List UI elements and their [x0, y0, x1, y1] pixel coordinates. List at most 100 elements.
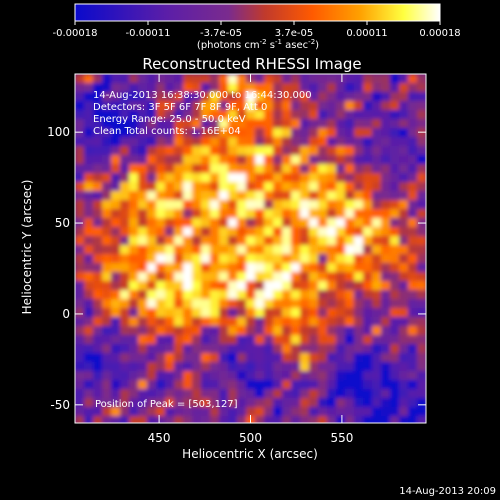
heatmap-cell	[282, 290, 292, 300]
heatmap-cell	[300, 335, 310, 345]
heatmap-cell	[138, 137, 148, 147]
heatmap-cell	[147, 380, 157, 390]
heatmap-cell	[264, 389, 274, 399]
heatmap-cell	[336, 362, 346, 372]
heatmap-cell	[201, 236, 211, 246]
heatmap-cell	[318, 200, 328, 210]
heatmap-cell	[102, 317, 112, 327]
heatmap-cell	[255, 281, 265, 291]
heatmap-cell	[300, 326, 310, 336]
heatmap-cell	[336, 92, 346, 102]
heatmap-cell	[219, 317, 229, 327]
heatmap-cell	[300, 146, 310, 156]
heatmap-cell	[75, 353, 85, 363]
heatmap-cell	[102, 416, 112, 423]
heatmap-cell	[165, 182, 175, 192]
heatmap-cell	[390, 380, 400, 390]
heatmap-cell	[354, 155, 364, 165]
heatmap-cell	[372, 281, 382, 291]
heatmap-cell	[138, 389, 148, 399]
heatmap-cell	[255, 371, 265, 381]
heatmap-cell	[102, 290, 112, 300]
heatmap-cell	[255, 326, 265, 336]
heatmap-cell	[372, 110, 382, 120]
heatmap-cell	[147, 371, 157, 381]
heatmap-cell	[192, 272, 202, 282]
heatmap-cell	[327, 344, 337, 354]
heatmap-cell	[363, 245, 373, 255]
heatmap-cell	[390, 164, 400, 174]
heatmap-cell	[417, 254, 426, 264]
heatmap-cell	[327, 236, 337, 246]
heatmap-cell	[228, 389, 238, 399]
heatmap-cell	[390, 398, 400, 408]
heatmap-cell	[291, 209, 301, 219]
heatmap-cell	[408, 146, 418, 156]
heatmap-cell	[300, 128, 310, 138]
heatmap-cell	[84, 272, 94, 282]
heatmap-cell	[111, 389, 121, 399]
heatmap-cell	[417, 299, 426, 309]
heatmap-cell	[246, 155, 256, 165]
heatmap-cell	[354, 344, 364, 354]
heatmap-cell	[111, 119, 121, 129]
heatmap-cell	[345, 380, 355, 390]
heatmap-cell	[363, 200, 373, 210]
heatmap-cell	[237, 137, 247, 147]
heatmap-cell	[264, 164, 274, 174]
heatmap-cell	[201, 380, 211, 390]
heatmap-cell	[273, 110, 283, 120]
heatmap-cell	[219, 191, 229, 201]
heatmap-cell	[210, 74, 220, 84]
heatmap-cell	[165, 380, 175, 390]
heatmap-cell	[354, 227, 364, 237]
heatmap-cell	[156, 146, 166, 156]
heatmap-cell	[399, 344, 409, 354]
heatmap-cell	[84, 101, 94, 111]
heatmap-cell	[111, 236, 121, 246]
heatmap-cell	[408, 362, 418, 372]
heatmap-cell	[120, 254, 130, 264]
heatmap-cell	[372, 227, 382, 237]
heatmap-cell	[174, 245, 184, 255]
heatmap-cell	[210, 326, 220, 336]
heatmap-cell	[129, 182, 139, 192]
heatmap-cell	[291, 227, 301, 237]
heatmap-cell	[309, 209, 319, 219]
heatmap-cell	[84, 110, 94, 120]
heatmap-cell	[102, 92, 112, 102]
heatmap-cell	[120, 371, 130, 381]
heatmap-cell	[399, 398, 409, 408]
heatmap-cell	[255, 173, 265, 183]
heatmap-cell	[183, 416, 193, 423]
heatmap-cell	[318, 389, 328, 399]
heatmap-cell	[381, 398, 391, 408]
heatmap-cell	[201, 245, 211, 255]
heatmap-cell	[210, 191, 220, 201]
heatmap-cell	[201, 335, 211, 345]
heatmap-cell	[120, 398, 130, 408]
heatmap-cell	[408, 290, 418, 300]
heatmap-cell	[354, 218, 364, 228]
heatmap-cell	[156, 200, 166, 210]
heatmap-cell	[273, 344, 283, 354]
heatmap-cell	[174, 407, 184, 417]
heatmap-cell	[399, 371, 409, 381]
heatmap-cell	[93, 272, 103, 282]
heatmap-cell	[192, 281, 202, 291]
heatmap-cell	[111, 74, 121, 84]
heatmap-cell	[327, 146, 337, 156]
heatmap-cell	[228, 371, 238, 381]
heatmap-cell	[417, 398, 426, 408]
heatmap-cell	[363, 362, 373, 372]
heatmap-cell	[363, 164, 373, 174]
heatmap-cell	[210, 335, 220, 345]
heatmap-cell	[273, 263, 283, 273]
heatmap-cell	[300, 137, 310, 147]
heatmap-cell	[309, 353, 319, 363]
heatmap-cell	[84, 227, 94, 237]
heatmap-cell	[318, 353, 328, 363]
heatmap-cell	[273, 191, 283, 201]
heatmap-cell	[219, 344, 229, 354]
heatmap-cell	[219, 173, 229, 183]
